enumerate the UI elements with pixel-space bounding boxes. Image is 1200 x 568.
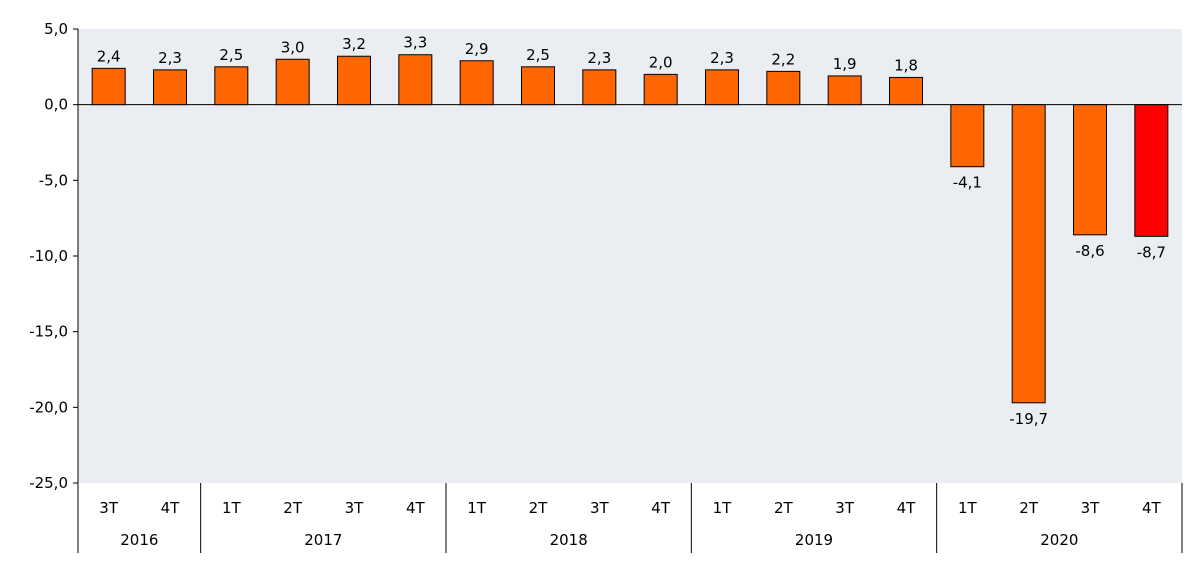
x-group-label: 2017 [304, 531, 342, 549]
data-label: 3,0 [281, 38, 305, 56]
bar [521, 66, 555, 106]
bar [1134, 104, 1169, 237]
y-tick-label: -25,0 [29, 474, 68, 492]
x-tick-label: 3T [99, 499, 119, 517]
data-label: -19,7 [1009, 410, 1048, 428]
x-tick-label: 1T [713, 499, 733, 517]
x-tick-label: 3T [835, 499, 855, 517]
bar [398, 54, 433, 106]
y-tick-label: -10,0 [29, 247, 68, 265]
data-label: -8,7 [1137, 243, 1166, 261]
bar [1073, 104, 1107, 236]
bar [889, 76, 923, 106]
y-tick-label: 0,0 [44, 96, 68, 114]
x-tick-label: 2T [283, 499, 303, 517]
data-label: -8,6 [1075, 242, 1104, 260]
x-tick-label: 1T [958, 499, 978, 517]
x-tick-label: 3T [590, 499, 610, 517]
data-label: 2,5 [219, 46, 243, 64]
x-group-label: 2020 [1040, 531, 1078, 549]
bar [459, 60, 494, 106]
x-tick-label: 2T [1019, 499, 1039, 517]
data-label: 2,5 [526, 46, 550, 64]
x-tick-label: 4T [406, 499, 426, 517]
data-label: 2,4 [97, 47, 121, 65]
data-label: 2,3 [587, 49, 611, 67]
y-tick-label: 5,0 [44, 20, 68, 38]
bar [337, 55, 371, 106]
x-group-label: 2019 [795, 531, 833, 549]
data-label: 2,3 [158, 49, 182, 67]
bar [1011, 104, 1046, 404]
bar [827, 75, 862, 106]
bar [766, 70, 801, 106]
data-label: -4,1 [953, 174, 982, 192]
x-group-label: 2018 [550, 531, 588, 549]
x-tick-label: 4T [161, 499, 181, 517]
data-label: 2,3 [710, 49, 734, 67]
bar [643, 73, 678, 106]
data-label: 1,8 [894, 56, 918, 74]
x-tick-label: 3T [345, 499, 365, 517]
x-tick-label: 3T [1081, 499, 1101, 517]
bar [214, 66, 249, 106]
y-tick-label: -20,0 [29, 398, 68, 416]
bar [153, 69, 187, 106]
x-tick-label: 2T [774, 499, 794, 517]
x-tick-label: 4T [1142, 499, 1162, 517]
bar [950, 104, 985, 168]
x-tick-label: 4T [651, 499, 671, 517]
x-tick-label: 1T [222, 499, 242, 517]
data-label: 3,2 [342, 35, 366, 53]
bar [582, 69, 617, 106]
data-label: 2,9 [465, 40, 489, 58]
y-tick-label: -5,0 [39, 171, 68, 189]
data-label: 2,0 [649, 53, 673, 71]
x-tick-label: 1T [467, 499, 487, 517]
bar [275, 58, 310, 106]
x-group-label: 2016 [120, 531, 158, 549]
bar [705, 69, 739, 106]
y-tick-label: -15,0 [29, 323, 68, 341]
data-label: 2,2 [771, 50, 795, 68]
bar [91, 67, 126, 106]
data-label: 3,3 [403, 34, 427, 52]
x-tick-label: 2T [529, 499, 549, 517]
x-tick-label: 4T [897, 499, 917, 517]
data-label: 1,9 [833, 55, 857, 73]
